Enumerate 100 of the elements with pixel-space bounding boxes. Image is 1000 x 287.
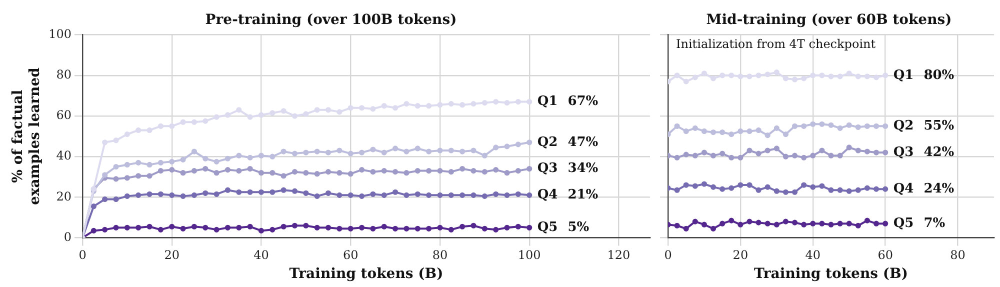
point [746, 128, 752, 134]
point [113, 176, 119, 182]
point [470, 168, 476, 174]
point [214, 158, 220, 164]
point [720, 129, 726, 136]
annotation: Initialization from 4T checkpoint [676, 36, 876, 51]
point [864, 123, 870, 129]
point [460, 148, 466, 154]
point [782, 76, 789, 82]
point [270, 226, 276, 232]
annotation: 21% [568, 188, 599, 203]
point [526, 224, 532, 230]
point [392, 189, 398, 195]
series-label: Q4 [537, 188, 558, 203]
point [247, 114, 253, 120]
annotation: 55% [924, 118, 955, 134]
point [701, 181, 708, 187]
point [504, 192, 510, 198]
point [136, 127, 142, 134]
point [358, 150, 365, 156]
point [674, 222, 680, 228]
point [728, 154, 734, 160]
y-axis-title: % of factual examples learned [10, 67, 43, 206]
point [404, 148, 410, 154]
point [873, 74, 880, 80]
point [864, 74, 870, 80]
point [882, 150, 888, 156]
point [437, 168, 443, 174]
x-tick-label: 0 [664, 248, 672, 262]
point [381, 150, 387, 156]
point [782, 131, 789, 138]
point [437, 102, 443, 108]
point [303, 111, 309, 117]
point [792, 220, 798, 226]
point [873, 220, 880, 226]
point [810, 72, 816, 78]
point [792, 76, 798, 82]
point [515, 98, 521, 105]
point [224, 224, 231, 230]
point [470, 148, 476, 154]
point [314, 107, 320, 113]
point [774, 125, 780, 131]
annotation: 24% [924, 181, 955, 196]
series-label: Q5 [893, 216, 914, 231]
point [180, 170, 186, 176]
point [710, 152, 716, 158]
point [146, 162, 152, 168]
point [303, 170, 309, 176]
point [738, 74, 744, 80]
point [692, 74, 698, 80]
point [392, 226, 398, 232]
point [774, 188, 780, 194]
point [236, 224, 242, 230]
point [846, 144, 852, 150]
point [756, 127, 762, 134]
point [701, 128, 708, 134]
point [348, 226, 354, 232]
point [370, 226, 376, 232]
point [280, 224, 286, 230]
point [810, 152, 816, 158]
point [146, 224, 152, 230]
point [358, 166, 365, 173]
point [482, 152, 488, 158]
point [191, 168, 198, 174]
point [792, 152, 798, 158]
point [336, 170, 342, 176]
point [202, 166, 208, 172]
point [358, 224, 365, 230]
point [738, 222, 744, 228]
x-tick-label: 80 [432, 248, 448, 262]
point [303, 150, 309, 156]
point [828, 152, 834, 158]
point [392, 146, 398, 152]
point [460, 102, 466, 108]
point [882, 72, 888, 78]
point [801, 123, 807, 129]
y-tick-label: 0 [64, 230, 72, 244]
point [113, 196, 119, 202]
point [169, 123, 175, 129]
point [460, 192, 466, 198]
point [224, 166, 231, 173]
annotation: 80% [924, 68, 955, 83]
point [448, 226, 454, 232]
point [404, 101, 410, 107]
point [180, 119, 186, 125]
point [102, 140, 108, 146]
point [756, 220, 762, 226]
x-axis-title: Training tokens (B) [289, 266, 444, 282]
point [180, 226, 186, 232]
y-tick-label: 80 [56, 68, 72, 82]
point [292, 222, 298, 228]
point [180, 156, 186, 162]
point [348, 150, 354, 156]
point [214, 114, 220, 120]
point [414, 146, 420, 152]
point [158, 168, 164, 174]
point [448, 148, 454, 154]
point [764, 184, 770, 190]
point [146, 191, 152, 197]
point [325, 150, 332, 156]
